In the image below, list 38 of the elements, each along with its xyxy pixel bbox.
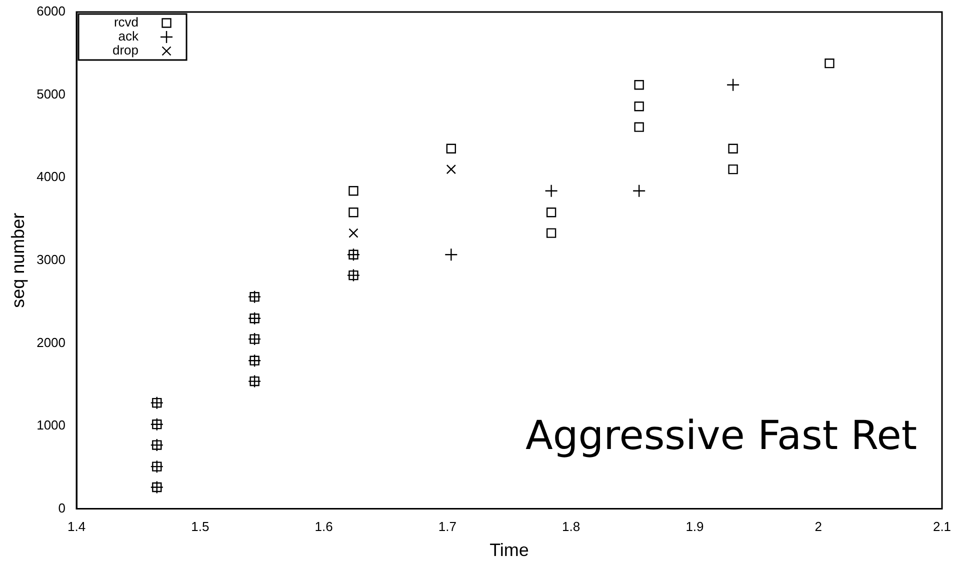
point	[824, 58, 834, 68]
point	[348, 186, 358, 196]
legend-label: rcvd	[114, 14, 139, 30]
point	[348, 208, 358, 218]
y-axis-title: seq number	[8, 212, 28, 308]
x-tick-label: 1.4	[67, 519, 86, 534]
point	[546, 208, 556, 218]
x-tick-label: 2.1	[932, 519, 952, 534]
point	[632, 184, 646, 198]
x-tick-label: 1.8	[562, 519, 580, 534]
point	[546, 228, 556, 238]
x-tick-label: 1.5	[191, 519, 210, 534]
y-tick-label: 2000	[36, 334, 66, 350]
point	[728, 164, 738, 174]
point	[446, 164, 456, 174]
y-tick-label: 6000	[36, 4, 66, 19]
point	[728, 144, 738, 154]
point	[726, 78, 740, 92]
y-tick-label: 3000	[36, 252, 66, 267]
x-tick-label: 2	[814, 519, 822, 534]
y-tick-label: 1000	[36, 418, 66, 433]
legend-label: drop	[112, 42, 139, 58]
point	[446, 144, 456, 154]
point	[634, 102, 644, 112]
x-tick-label: 1.9	[686, 519, 704, 534]
point	[634, 122, 644, 132]
point	[544, 184, 558, 198]
legend-label: ack	[118, 28, 140, 44]
y-tick-label: 0	[58, 500, 66, 516]
point	[634, 80, 644, 90]
point	[444, 248, 458, 262]
x-tick-label: 1.7	[438, 519, 456, 534]
y-tick-label: 4000	[36, 169, 66, 184]
x-tick-label: 1.6	[314, 519, 333, 534]
point	[348, 228, 358, 238]
x-axis-title: Time	[490, 540, 529, 560]
annotation: Aggressive Fast Ret	[526, 412, 917, 459]
y-tick-label: 5000	[36, 86, 66, 102]
